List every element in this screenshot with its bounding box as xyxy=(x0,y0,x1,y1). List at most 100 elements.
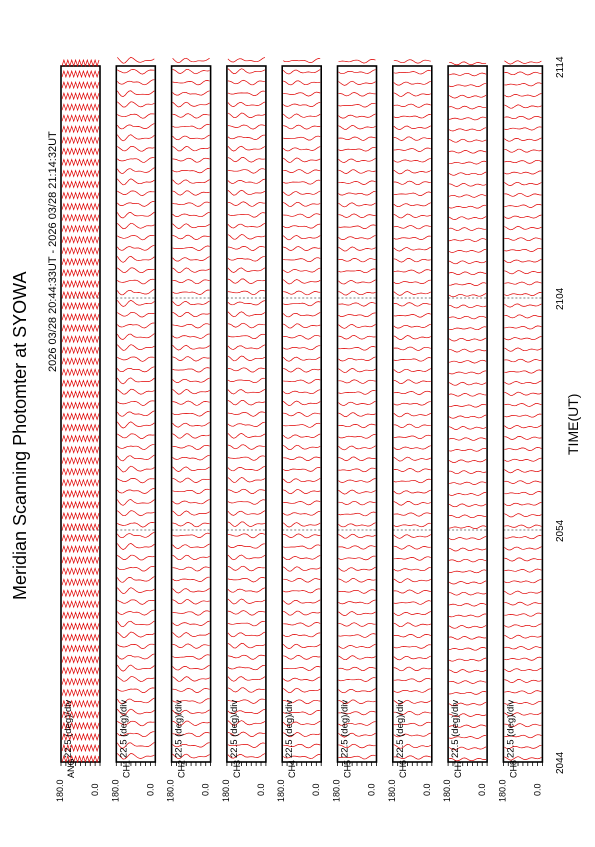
scan-trace xyxy=(61,301,100,311)
scan-trace xyxy=(504,380,542,385)
scan-trace xyxy=(172,510,210,517)
scan-trace xyxy=(227,400,265,406)
scan-trace xyxy=(338,290,376,296)
scan-trace xyxy=(338,533,376,539)
scan-trace xyxy=(283,169,321,174)
scan-trace xyxy=(61,732,100,742)
scan-trace xyxy=(338,555,376,561)
scan-trace xyxy=(172,123,210,130)
scan-trace xyxy=(117,444,155,450)
scan-trace xyxy=(61,180,100,189)
scan-trace xyxy=(172,566,210,572)
scan-trace xyxy=(227,709,265,714)
scan-trace xyxy=(61,136,100,145)
scan-trace xyxy=(283,135,321,141)
scan-trace xyxy=(61,169,100,178)
scan-trace xyxy=(227,267,266,273)
scan-trace xyxy=(393,644,431,649)
scan-trace xyxy=(449,393,487,397)
scan-trace xyxy=(61,346,100,355)
scan-trace xyxy=(227,234,266,240)
scan-trace xyxy=(227,587,266,593)
panel-frame xyxy=(391,65,433,763)
scan-trace xyxy=(393,313,431,318)
scan-trace xyxy=(117,676,155,682)
scan-trace xyxy=(172,499,210,505)
scan-trace xyxy=(227,178,265,184)
scan-trace xyxy=(449,116,487,121)
scan-trace xyxy=(172,311,210,318)
scan-trace xyxy=(449,569,487,574)
scan-trace xyxy=(449,757,487,762)
scan-trace xyxy=(283,378,321,384)
scan-trace xyxy=(449,348,487,353)
scan-trace xyxy=(172,576,210,582)
scan-trace xyxy=(282,389,321,395)
scan-trace xyxy=(117,333,155,340)
scan-trace xyxy=(117,576,155,583)
scan-trace xyxy=(61,423,100,432)
scan-trace xyxy=(172,134,210,141)
scan-trace xyxy=(283,489,321,495)
scan-trace xyxy=(227,377,265,384)
scan-trace xyxy=(283,666,321,671)
scan-trace xyxy=(172,245,210,251)
scan-trace xyxy=(504,181,542,186)
scan-trace xyxy=(504,690,542,695)
scan-trace xyxy=(448,370,487,375)
scan-trace xyxy=(172,709,210,715)
scan-trace xyxy=(393,522,431,528)
scan-trace xyxy=(117,322,155,329)
series-label: ANG xyxy=(66,758,76,778)
scan-trace xyxy=(283,58,321,63)
scan-trace xyxy=(117,433,155,439)
scan-trace xyxy=(449,160,487,165)
scan-trace xyxy=(504,679,542,683)
scan-trace xyxy=(338,224,376,229)
scan-trace xyxy=(61,257,100,267)
scan-trace xyxy=(61,268,100,278)
scan-trace xyxy=(449,613,487,618)
scan-trace xyxy=(227,68,266,75)
scan-trace xyxy=(117,421,155,429)
scan-trace xyxy=(283,422,321,428)
scan-trace xyxy=(117,465,155,473)
scan-trace xyxy=(504,546,542,551)
scan-trace xyxy=(338,500,376,506)
scan-trace xyxy=(283,246,321,251)
scan-trace xyxy=(172,101,210,108)
scan-trace xyxy=(227,355,266,362)
scan-trace xyxy=(61,699,100,708)
scan-trace xyxy=(504,646,542,650)
scan-trace xyxy=(172,422,210,428)
scan-trace xyxy=(61,412,100,421)
scan-trace xyxy=(227,720,266,726)
scan-trace xyxy=(282,720,321,727)
scan-trace xyxy=(393,434,431,440)
scan-trace xyxy=(338,59,376,64)
scan-trace xyxy=(338,622,376,627)
scan-trace xyxy=(449,61,487,66)
scan-trace xyxy=(282,555,321,561)
scan-trace xyxy=(283,610,321,616)
chart-title: Meridian Scanning Photomter at SYOWA xyxy=(10,272,30,600)
scan-trace xyxy=(227,444,265,450)
scan-trace xyxy=(117,522,155,528)
x-tick-label: 2054 xyxy=(555,519,566,542)
scan-trace xyxy=(504,656,542,661)
scan-trace xyxy=(504,413,542,418)
scan-trace xyxy=(227,488,265,494)
scan-trace xyxy=(504,325,542,330)
scan-trace xyxy=(393,357,431,362)
scan-trace xyxy=(448,481,487,485)
scan-trace xyxy=(227,642,266,649)
scan-trace xyxy=(448,293,487,298)
scan-trace xyxy=(172,300,210,307)
scan-trace xyxy=(393,556,431,561)
scan-trace xyxy=(393,755,431,760)
scan-trace xyxy=(117,587,155,594)
scan-trace xyxy=(172,554,210,561)
scan-trace xyxy=(227,322,265,329)
